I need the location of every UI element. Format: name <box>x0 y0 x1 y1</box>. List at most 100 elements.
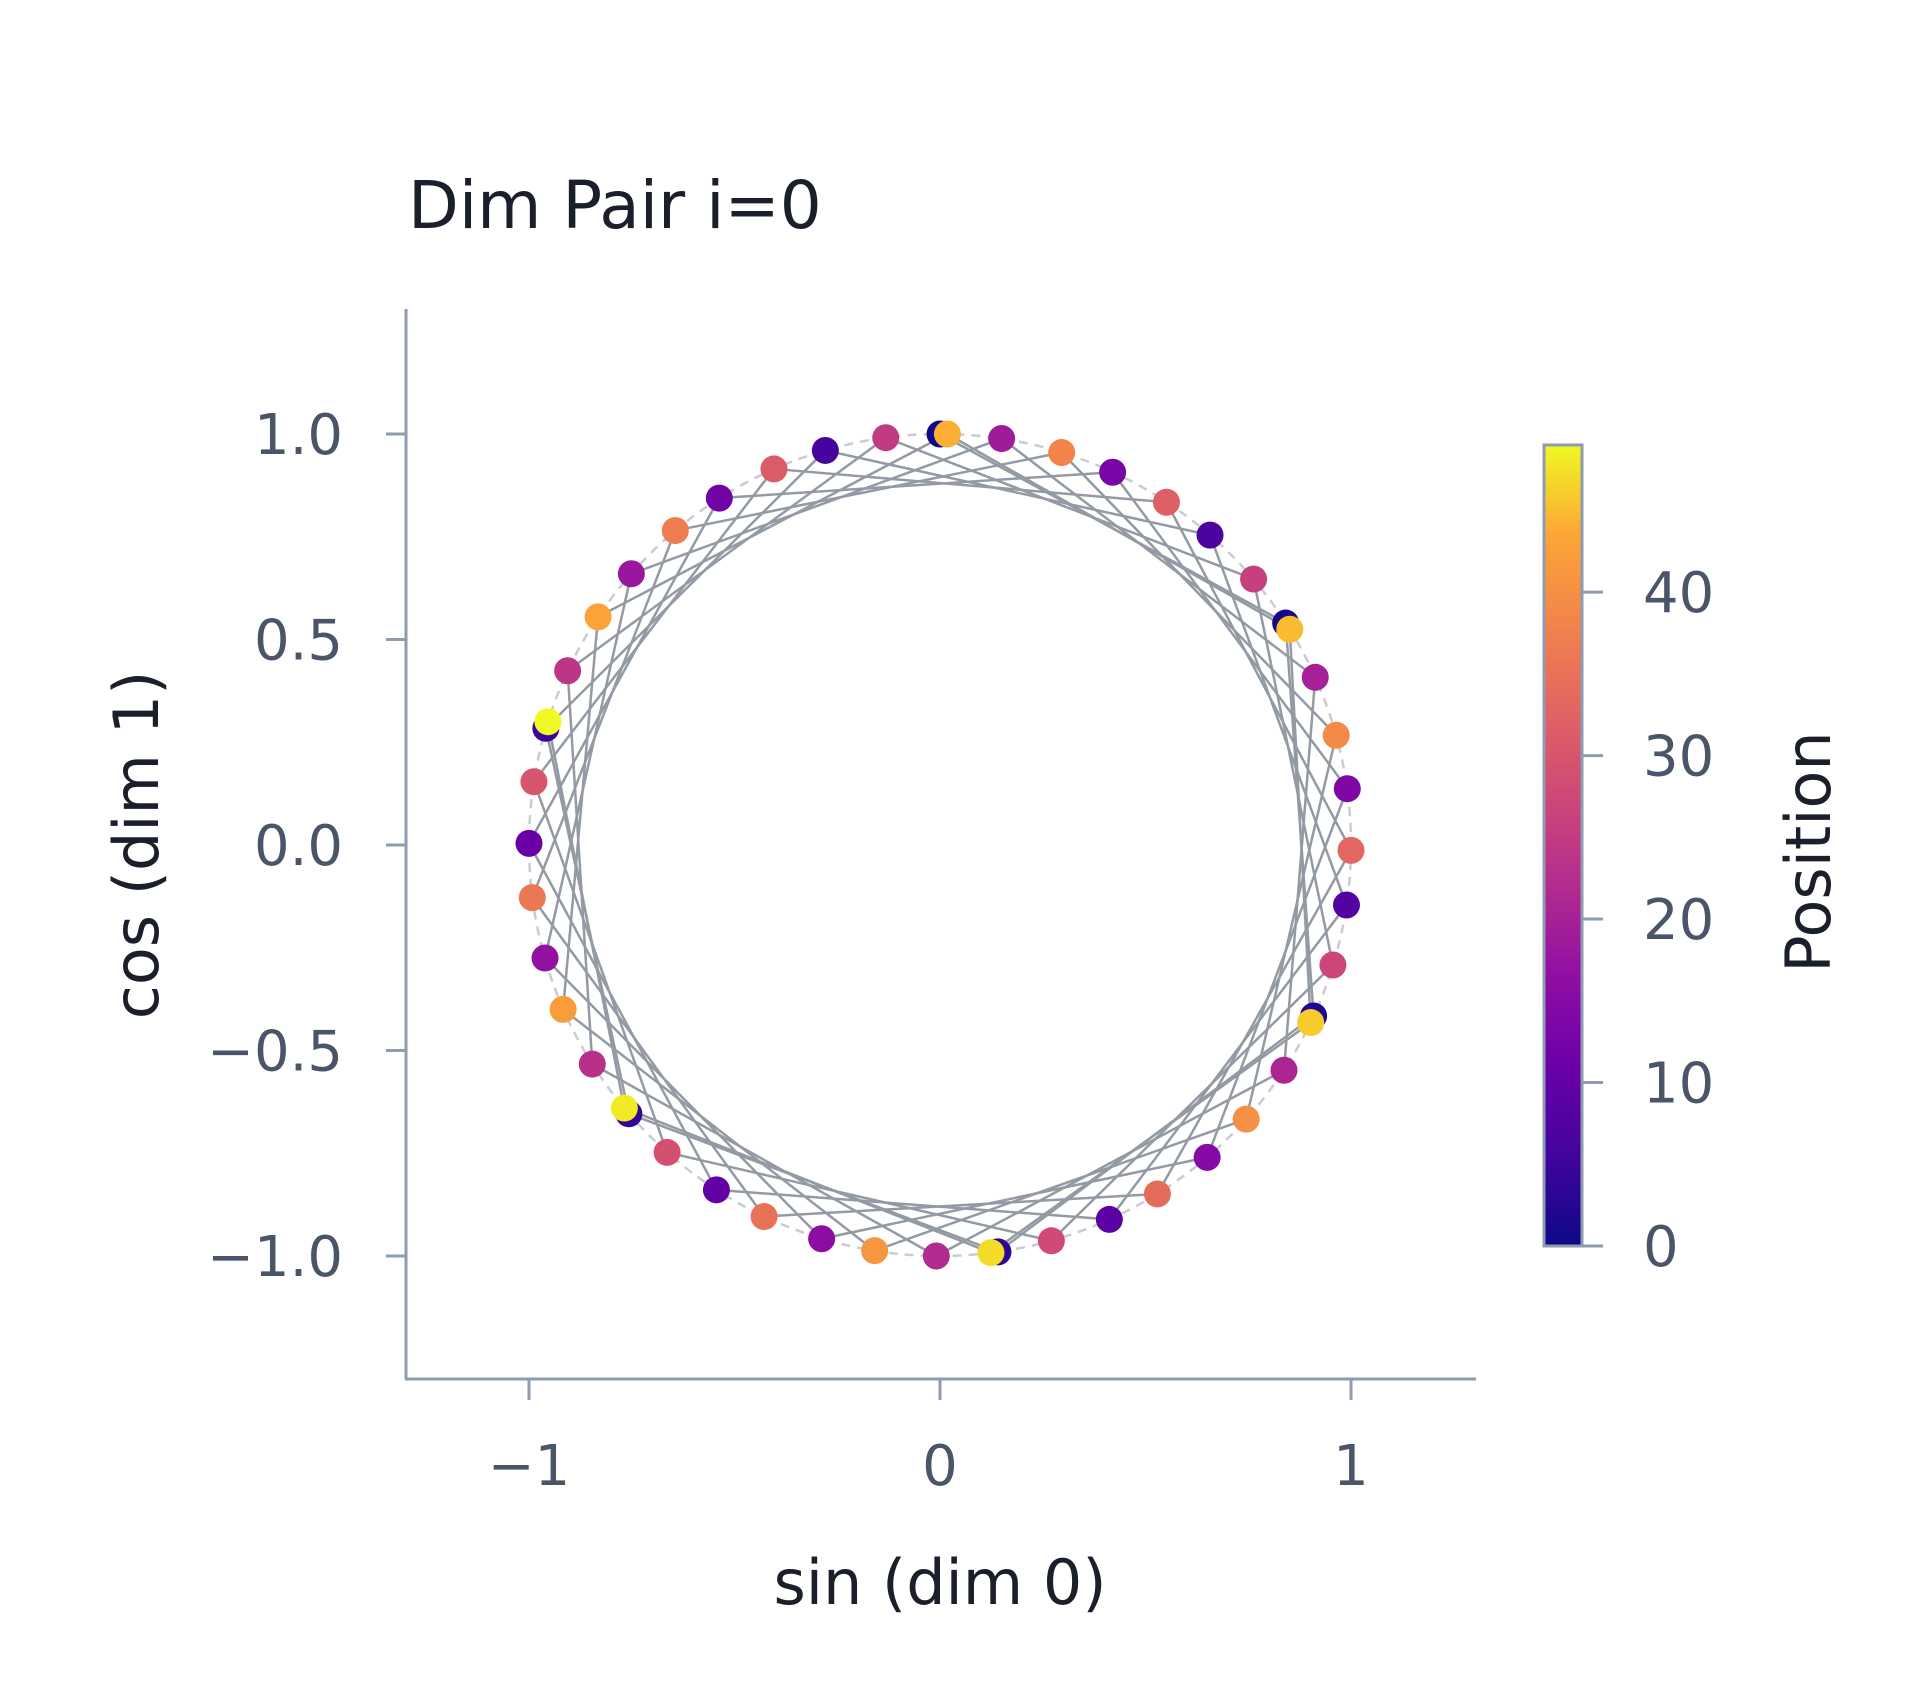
connection-line <box>821 1156 1208 1240</box>
x-tick-label: 1 <box>1333 1434 1369 1499</box>
data-point <box>554 657 582 685</box>
connection-line <box>1282 677 1317 1071</box>
data-point <box>988 425 1016 453</box>
y-tick-label: −0.5 <box>207 1020 343 1085</box>
data-point <box>1196 521 1224 549</box>
connection-line <box>885 436 1255 581</box>
data-point <box>760 455 788 483</box>
data-point <box>515 829 543 857</box>
data-point <box>653 1138 681 1166</box>
data-point <box>1276 615 1304 643</box>
data-point <box>1193 1143 1221 1171</box>
connection-line <box>1050 964 1334 1242</box>
data-point <box>1297 1009 1325 1037</box>
reference-circle <box>527 432 1353 1258</box>
connection-line <box>562 1008 876 1252</box>
data-point <box>1322 721 1350 749</box>
connection-line <box>825 449 1211 537</box>
connection-line <box>566 436 887 672</box>
data-point <box>977 1239 1005 1267</box>
connection-line <box>1288 629 1312 1023</box>
data-point <box>702 1176 730 1204</box>
colorbar-tick-label: 30 <box>1643 725 1714 790</box>
data-point <box>534 708 562 736</box>
data-point <box>1332 891 1360 919</box>
connection-line <box>566 670 594 1065</box>
connection-line <box>675 451 1062 532</box>
y-tick-label: −1.0 <box>207 1225 343 1290</box>
data-point <box>861 1237 889 1265</box>
connection-line <box>623 1106 992 1254</box>
connection-line <box>1244 734 1338 1120</box>
data-point <box>1301 663 1329 691</box>
connection-line <box>630 437 1003 575</box>
connection-line <box>532 781 669 1153</box>
connection-line <box>1108 904 1348 1221</box>
data-point <box>518 884 546 912</box>
connection-line <box>946 432 1291 631</box>
data-point <box>811 436 839 464</box>
connection-line <box>597 432 948 619</box>
connection-line <box>719 470 1113 500</box>
x-tick-label: −1 <box>488 1434 571 1499</box>
data-point <box>617 560 645 588</box>
data-point <box>520 768 548 796</box>
connection-line <box>1165 501 1353 851</box>
connection-line <box>935 1069 1285 1258</box>
data-point <box>922 1242 950 1270</box>
data-point <box>1240 565 1268 593</box>
colorbar-label: Position <box>1772 731 1845 972</box>
x-axis-label: sin (dim 0) <box>773 1546 1106 1619</box>
data-point <box>1270 1056 1298 1084</box>
connection-line <box>1156 849 1353 1195</box>
y-axis-label: cos (dim 1) <box>100 671 173 1020</box>
connection-line <box>546 721 626 1109</box>
connection-line <box>1111 471 1349 790</box>
data-point <box>584 603 612 631</box>
colorbar <box>1542 443 1584 1248</box>
connection-line <box>1000 437 1317 679</box>
connection-line <box>561 616 600 1010</box>
connection-line <box>531 530 677 899</box>
data-point <box>933 420 961 448</box>
connection-line <box>543 573 633 959</box>
data-point <box>531 944 559 972</box>
colorbar-tick-label: 0 <box>1643 1215 1679 1280</box>
data-point <box>705 484 733 512</box>
connection-line <box>874 1117 1247 1252</box>
connection-line <box>591 1062 937 1258</box>
data-point <box>872 424 900 452</box>
data-point <box>1232 1105 1260 1133</box>
y-tick-label: 0.0 <box>254 814 343 879</box>
data-point <box>1333 775 1361 803</box>
colorbar-tick-label: 10 <box>1643 1052 1714 1117</box>
data-point <box>1099 458 1127 486</box>
y-tick-label: 0.5 <box>254 609 343 674</box>
connection-line <box>532 468 775 783</box>
data-point <box>1337 836 1365 864</box>
y-ticks: 1.0 0.5 0.0 −0.5 −1.0 <box>207 403 405 1290</box>
connection-line <box>544 449 827 730</box>
data-point <box>808 1225 836 1253</box>
colorbar-tick-label: 40 <box>1643 561 1714 626</box>
x-ticks: −1 0 1 <box>488 1380 1369 1499</box>
data-point <box>1143 1180 1171 1208</box>
connection-line <box>531 896 766 1218</box>
connection-line <box>764 1192 1158 1218</box>
x-tick-label: 0 <box>922 1434 958 1499</box>
data-point <box>661 517 689 545</box>
connection-line <box>1060 451 1338 737</box>
data-point <box>610 1094 638 1122</box>
connection-line <box>544 957 823 1240</box>
data-point <box>1095 1205 1123 1233</box>
data-point <box>578 1050 606 1078</box>
data-point <box>549 995 577 1023</box>
connection-line <box>1252 578 1335 966</box>
connection-line <box>666 1151 1052 1243</box>
y-tick-label: 1.0 <box>254 403 343 468</box>
colorbar-ticks: 0 10 20 30 40 <box>1583 561 1714 1280</box>
data-point <box>1037 1227 1065 1255</box>
connection-line <box>990 1021 1312 1254</box>
plot-area <box>515 420 1365 1270</box>
